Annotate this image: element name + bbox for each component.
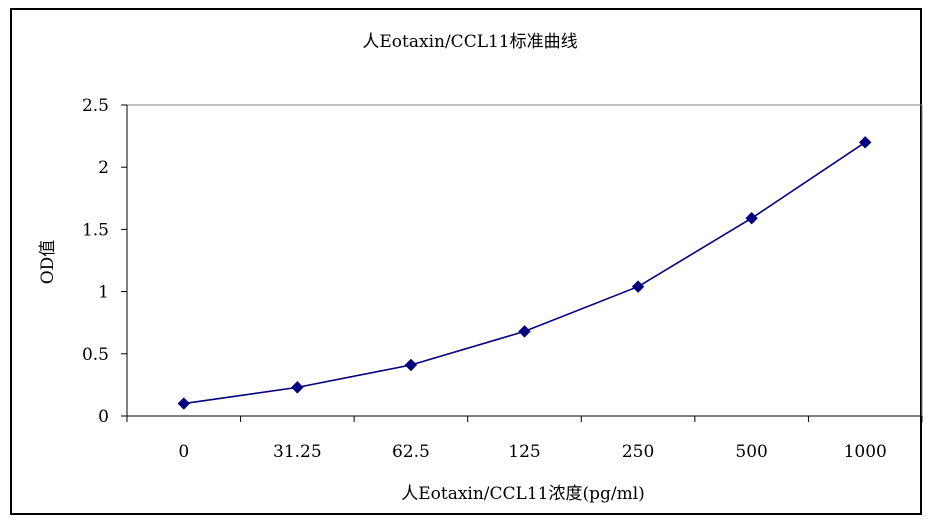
x-tick-label: 250 [622, 442, 654, 462]
x-tick-label: 0 [178, 442, 189, 462]
y-axis: 0 0.5 1 1.5 2 2.5 [82, 96, 128, 427]
data-point-marker [745, 211, 758, 225]
x-axis: 0 31.25 62.5 125 250 500 1000 [126, 415, 923, 462]
x-tick-label: 31.25 [273, 442, 322, 462]
y-axis-title: OD值 [38, 240, 58, 285]
data-series [177, 136, 872, 410]
y-tick-label: 1.5 [82, 220, 109, 240]
data-point-marker [631, 280, 645, 293]
data-point-marker [859, 136, 872, 149]
series-line [183, 141, 866, 405]
data-point-marker [177, 397, 190, 410]
y-tick-label: 0.5 [82, 345, 109, 365]
y-tick-label: 2.5 [82, 96, 109, 116]
x-axis-title: 人Eotaxin/CCL11浓度(pg/ml) [401, 484, 645, 504]
plot-area [126, 104, 923, 417]
y-tick-label: 0 [98, 407, 109, 427]
x-tick-label: 500 [735, 442, 767, 462]
data-point-marker [291, 381, 304, 394]
data-point-marker [518, 325, 531, 338]
x-tick-label: 125 [508, 442, 540, 462]
y-tick-label: 2 [98, 158, 109, 178]
x-tick-label: 62.5 [392, 442, 430, 462]
chart-title: 人Eotaxin/CCL11标准曲线 [362, 32, 577, 52]
chart-frame [10, 8, 922, 515]
data-point-marker [404, 358, 418, 372]
y-tick-label: 1 [98, 283, 109, 303]
x-tick-label: 1000 [844, 442, 887, 462]
